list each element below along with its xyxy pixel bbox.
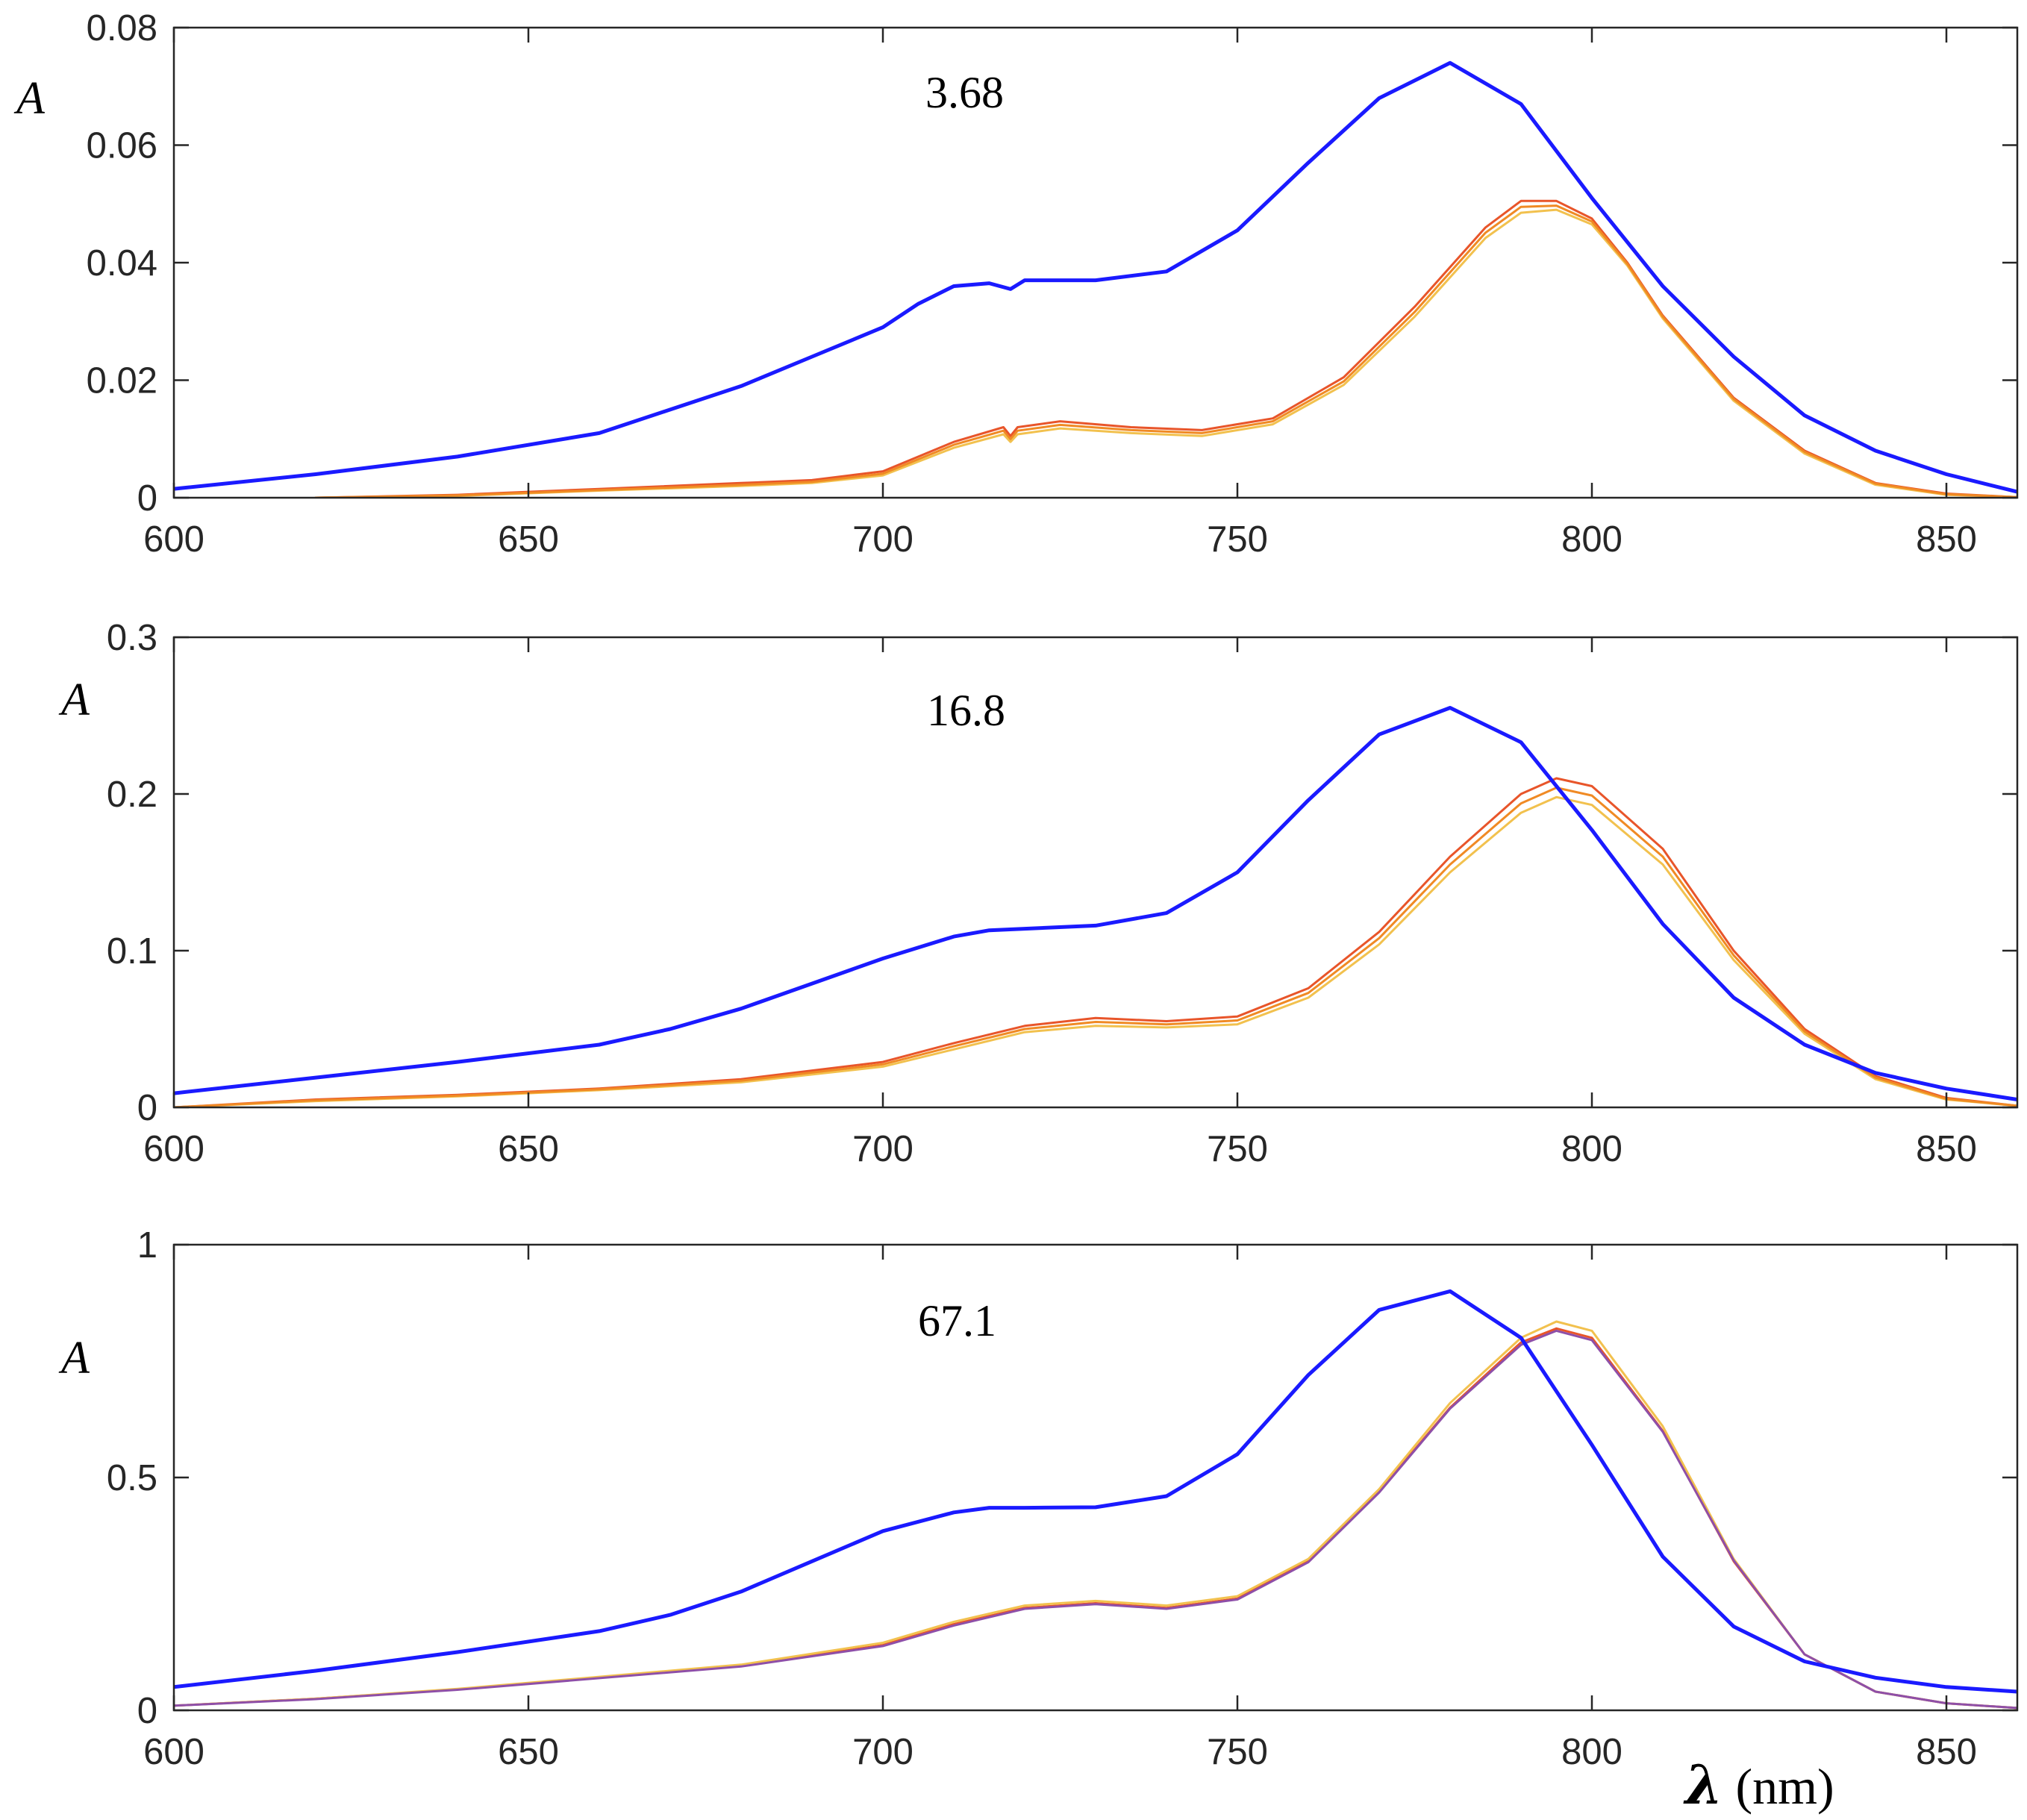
x-tick-label: 850 [1916,519,1977,560]
series-line-blue [174,60,2017,494]
panel-top: A 3.68 600 650 700 750 800 850 0 0.02 0.04 0.06 0.… [13,8,2019,560]
x-tick-label: 600 [143,519,204,560]
x-axis-label: λ (nm) [1683,1753,1834,1816]
y-axis-label: A [58,1333,90,1383]
x-tick-label: 650 [498,1732,559,1772]
series-line-purple [174,1329,2017,1710]
y-tick-label: 0 [137,1691,157,1731]
x-tick-label: 750 [1207,1129,1268,1169]
x-tick-label: 700 [852,519,913,560]
y-tick-label: 0.2 [107,775,157,815]
series-line-yellow [174,795,2017,1107]
x-tick-label: 600 [143,1129,204,1169]
y-tick-label: 0.02 [87,361,157,401]
series-line-red [314,199,2017,498]
plot-frame [172,636,2019,1109]
x-axis-label-unit: (nm) [1723,1758,1834,1815]
x-tick-label: 850 [1916,1732,1977,1772]
x-tick-label: 750 [1207,519,1268,560]
x-tick-label: 700 [852,1732,913,1772]
series-line-orange [314,204,2017,498]
y-tick-label: 0.06 [87,126,157,166]
panel-annotation: 16.8 [927,686,1005,735]
x-axis-label-symbol: λ [1683,1753,1723,1816]
y-axis-label: A [13,73,46,124]
series-line-yellow [174,1320,2017,1710]
y-tick-label: 0.08 [87,8,157,49]
series-line-red [174,1327,2017,1710]
x-tick-label: 750 [1207,1732,1268,1772]
x-tick-label: 700 [852,1129,913,1169]
y-tick-label: 1 [137,1225,157,1266]
series-line-blue [174,1289,2017,1694]
y-axis-label: A [58,675,90,725]
y-tick-label: 0.1 [107,931,157,972]
panel-annotation: 67.1 [918,1296,996,1345]
series-line-red [174,777,2017,1107]
x-tick-label: 800 [1561,1129,1622,1169]
y-tick-label: 0.3 [107,618,157,658]
plot-frame [172,1243,2019,1712]
x-tick-label: 600 [143,1732,204,1772]
series-line-blue [174,706,2017,1101]
x-tick-label: 800 [1561,519,1622,560]
x-tick-label: 800 [1561,1732,1622,1772]
y-tick-label: 0.04 [87,243,157,284]
x-tick-label: 850 [1916,1129,1977,1169]
panel-annotation: 3.68 [925,68,1004,117]
panel-middle: A 16.8 600 650 700 750 800 850 0 0.1 0.2 0.3 [58,618,2019,1169]
series-line-yellow [314,208,2017,498]
y-tick-label: 0 [137,478,157,519]
y-tick-label: 0.5 [107,1458,157,1498]
panel-bottom: A 67.1 λ (nm) 600 650 700 750 800 850 0 0.5 1 [58,1225,2019,1816]
series-line-orange [174,787,2017,1107]
y-tick-label: 0 [137,1088,157,1128]
x-tick-label: 650 [498,1129,559,1169]
x-tick-label: 650 [498,519,559,560]
